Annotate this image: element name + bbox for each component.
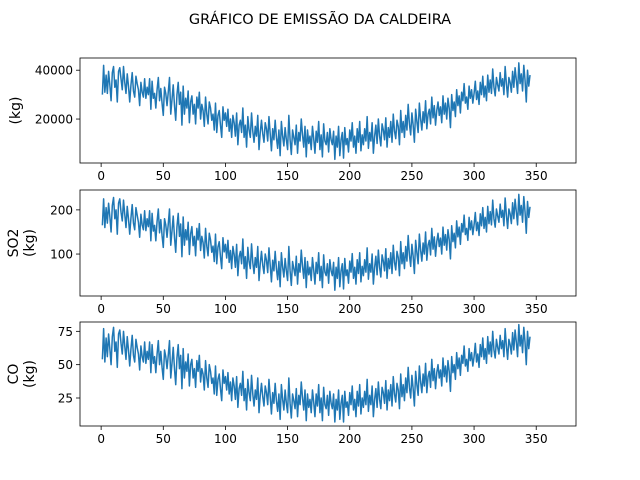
- chart-title: GRÁFICO DE EMISSÃO DA CALDEIRA: [189, 11, 451, 28]
- so2-axes-frame: [79, 189, 577, 297]
- co-xtick-label: 200: [338, 432, 361, 446]
- co2-ytick-label: 20000: [35, 113, 73, 127]
- co2-ylabel: (kg): [8, 97, 24, 125]
- subplot-co: CO (kg) 0 50 100 150 200 250 300 350 25 50 75: [6, 321, 577, 446]
- co-xtick-label: 0: [97, 432, 105, 446]
- so2-xtick-label: 0: [97, 302, 105, 316]
- co2-ytick-label: 40000: [35, 64, 73, 78]
- so2-xtick-label: 300: [463, 302, 486, 316]
- co-xtick-label: 250: [400, 432, 423, 446]
- co-ytick-label: 50: [58, 358, 73, 372]
- so2-xtick-label: 100: [214, 302, 237, 316]
- so2-ytick-label: 200: [50, 203, 73, 217]
- so2-ylabel-line-2: (kg): [22, 229, 38, 257]
- co-ytick-label: 75: [58, 325, 73, 339]
- co-xtick-label: 100: [214, 432, 237, 446]
- co2-series-line: [101, 62, 531, 161]
- co2-xtick-label: 200: [338, 169, 361, 183]
- co-ylabel-line-1: CO: [6, 364, 22, 385]
- so2-ylabel: SO2 (kg): [6, 229, 38, 258]
- so2-xtick-label: 350: [525, 302, 548, 316]
- co-xtick-label: 300: [463, 432, 486, 446]
- subplot-co2: (kg) 0 50 100 150 200 250 300 350 20000 40000: [8, 57, 577, 183]
- co-series-line: [101, 323, 531, 423]
- co2-ylabel-line: (kg): [8, 97, 24, 125]
- so2-xtick-label: 200: [338, 302, 361, 316]
- so2-xtick-label: 150: [276, 302, 299, 316]
- co2-xtick-label: 150: [276, 169, 299, 183]
- co2-xtick-label: 350: [525, 169, 548, 183]
- co2-xtick-label: 100: [214, 169, 237, 183]
- co2-xtick-label: 0: [97, 169, 105, 183]
- co2-xtick-label: 300: [463, 169, 486, 183]
- co-ylabel: CO (kg): [6, 360, 38, 388]
- co-ytick-label: 25: [58, 392, 73, 406]
- co2-xtick-label: 250: [400, 169, 423, 183]
- co2-axes-frame: [79, 57, 577, 164]
- so2-ytick-label: 100: [50, 248, 73, 262]
- so2-series-line: [101, 193, 531, 292]
- co-xtick-label: 50: [156, 432, 171, 446]
- so2-xtick-label: 250: [400, 302, 423, 316]
- subplot-so2: SO2 (kg) 0 50 100 150 200 250 300 350 100 200: [6, 189, 577, 316]
- co-xtick-label: 150: [276, 432, 299, 446]
- co-ylabel-line-2: (kg): [22, 360, 38, 388]
- co-xtick-label: 350: [525, 432, 548, 446]
- co-axes-frame: [79, 321, 577, 427]
- so2-ylabel-line-1: SO2: [6, 229, 22, 258]
- co2-xtick-label: 50: [156, 169, 171, 183]
- so2-xtick-label: 50: [156, 302, 171, 316]
